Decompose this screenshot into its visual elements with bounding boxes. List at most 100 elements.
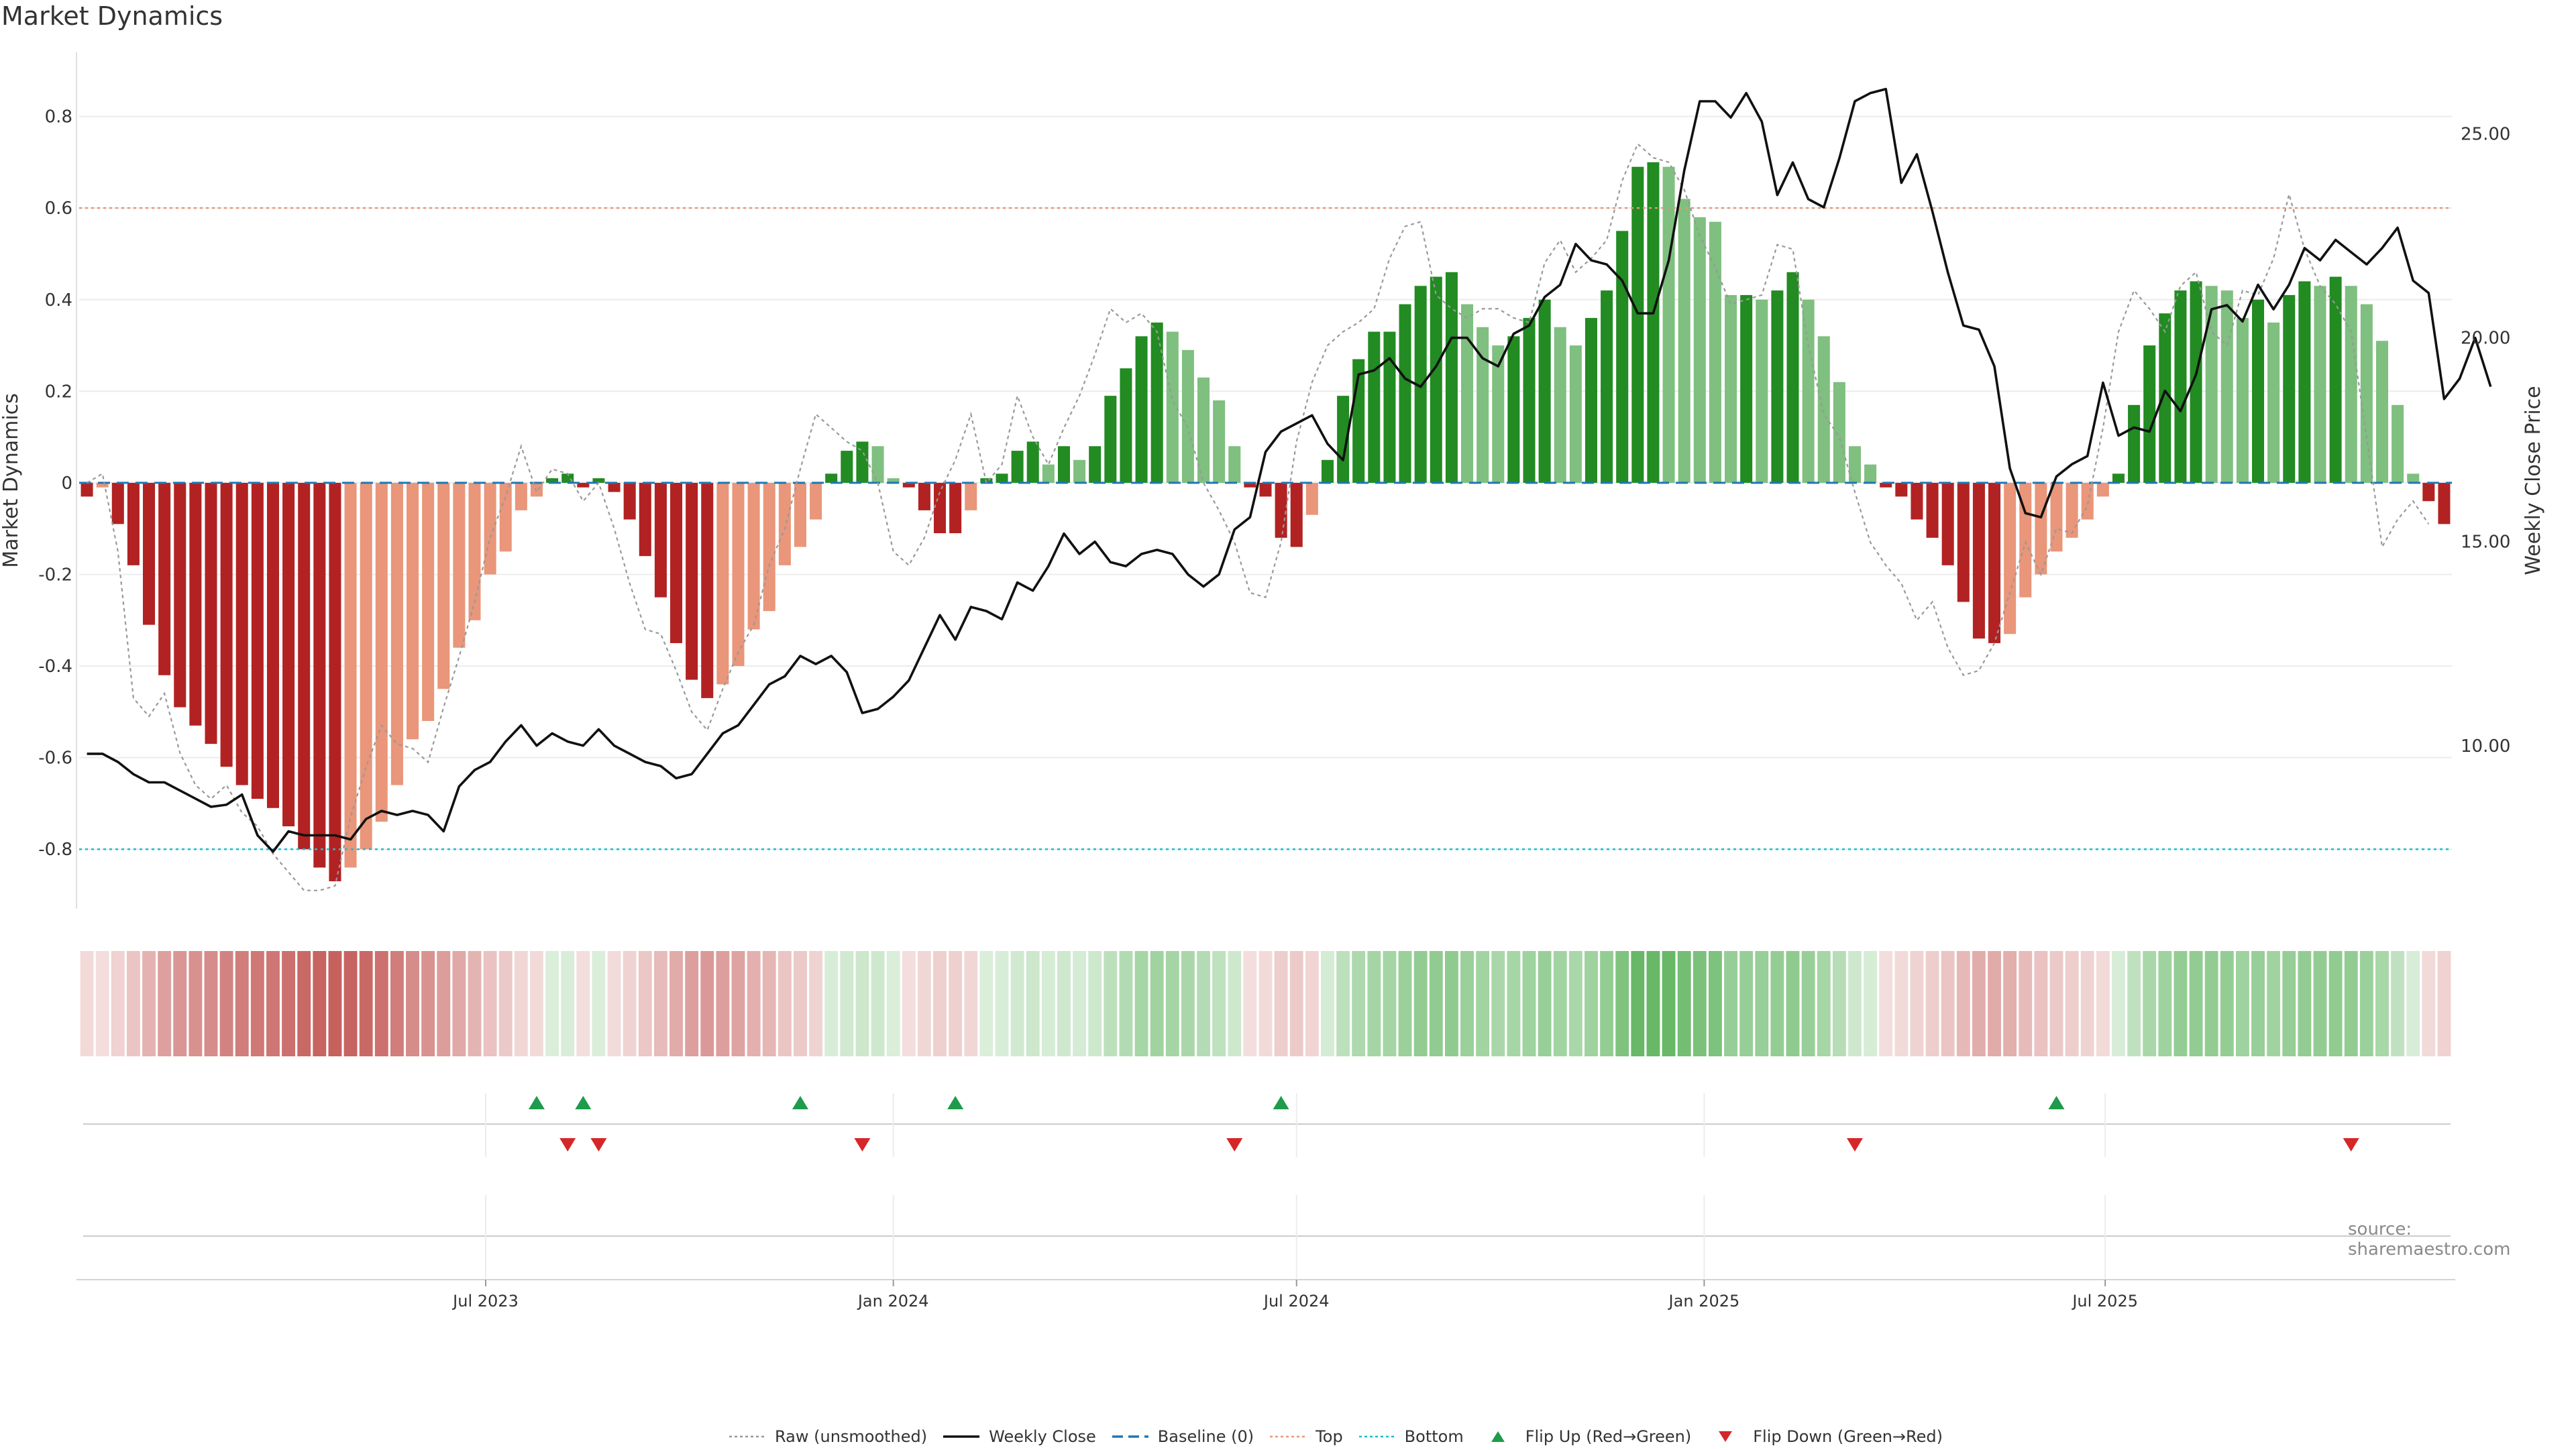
momentum-bar (1569, 345, 1582, 483)
momentum-bar (390, 482, 403, 785)
momentum-bar (360, 482, 372, 850)
heat-cell (1243, 951, 1257, 1056)
heat-cell (1367, 951, 1381, 1056)
heat-cell (1150, 951, 1164, 1056)
heat-cell (1274, 951, 1288, 1056)
y-right-axis-title: Weekly Close Price (2522, 386, 2545, 575)
momentum-bar (111, 482, 124, 524)
heat-cell (1708, 951, 1722, 1056)
momentum-bar (1337, 396, 1350, 483)
momentum-bar (934, 482, 947, 534)
momentum-bar (484, 482, 496, 575)
heat-cell (731, 951, 745, 1056)
momentum-bar (220, 482, 233, 767)
momentum-bar (1383, 331, 1396, 483)
heat-cell (1988, 951, 2001, 1056)
legend-item-flip-up: Flip Up (Red→Green) (1479, 1427, 1691, 1446)
heat-cell (1522, 951, 1536, 1056)
momentum-bar (158, 482, 171, 675)
momentum-bar (2407, 473, 2420, 483)
momentum-bar (251, 482, 264, 799)
momentum-bar (1445, 272, 1458, 483)
heat-cell (1026, 951, 1040, 1056)
momentum-bar (1864, 464, 1877, 483)
heat-cell (452, 951, 466, 1056)
heat-cell (1538, 951, 1552, 1056)
momentum-bar (2159, 313, 2171, 483)
momentum-bar (1461, 304, 1474, 483)
flip-up-marker (792, 1096, 808, 1109)
momentum-bar (1166, 331, 1179, 483)
axes: -0.8 -0.6 -0.4 -0.2 0 0.2 0.4 0.6 0.8 10.00 15.00 2… (0, 52, 2545, 909)
momentum-bar (1601, 290, 1613, 483)
momentum-bar (1073, 459, 1086, 483)
heat-cell (406, 951, 419, 1056)
chart-title: Market Dynamics (1, 1, 223, 31)
heat-cell (1864, 951, 1878, 1056)
momentum-bar (2050, 482, 2063, 552)
momentum-bar (794, 482, 806, 547)
momentum-bar (266, 482, 279, 808)
x-tick-label: Jul 2024 (1263, 1292, 1330, 1310)
momentum-bar (143, 482, 156, 625)
heat-cell (111, 951, 125, 1056)
momentum-bar (592, 478, 605, 483)
heat-cell (2313, 951, 2327, 1056)
heat-cell (328, 951, 342, 1056)
heat-cell (747, 951, 761, 1056)
y-left-axis-title: Market Dynamics (0, 393, 23, 568)
heat-cell (1165, 951, 1179, 1056)
momentum-bar (313, 482, 326, 868)
momentum-bar (1848, 446, 1861, 483)
momentum-bar (2236, 318, 2249, 483)
momentum-bar (499, 482, 512, 552)
heat-cell (219, 951, 233, 1056)
heat-cell (2158, 951, 2172, 1056)
momentum-bar (1941, 482, 1954, 565)
momentum-bar (468, 482, 481, 620)
raw-series-line (87, 142, 2430, 891)
weekly-close-series (87, 87, 2492, 853)
heat-cell (1321, 951, 1334, 1056)
heat-cell (390, 951, 404, 1056)
momentum-bar (1150, 322, 1163, 483)
heat-cell (2375, 951, 2389, 1056)
momentum-bar (80, 482, 93, 497)
momentum-bar (623, 482, 636, 520)
momentum-bar (639, 482, 651, 557)
y-left-tick-label: 0.4 (45, 290, 72, 311)
momentum-bar (1275, 482, 1287, 538)
momentum-bar (407, 482, 419, 740)
heat-cell (2112, 951, 2125, 1056)
heat-cell (1972, 951, 1986, 1056)
legend-item-flip-down: Flip Down (Green→Red) (1706, 1427, 1943, 1446)
momentum-bar (2019, 482, 2032, 598)
heat-cell (1755, 951, 1769, 1056)
heat-cell (158, 951, 172, 1056)
heat-cell (1786, 951, 1800, 1056)
momentum-bar (1430, 276, 1442, 483)
momentum-bar (1833, 382, 1845, 483)
heat-cell (2220, 951, 2234, 1056)
source-note: source: sharemaestro.com (2348, 1219, 2511, 1260)
heat-cell (1041, 951, 1055, 1056)
momentum-bar (2345, 286, 2357, 483)
heat-cell (126, 951, 140, 1056)
heat-cell (1413, 951, 1428, 1056)
legend-item-baseline: Baseline (0) (1111, 1427, 1254, 1446)
momentum-bar (2252, 299, 2265, 483)
y-left-tick-label: 0 (61, 473, 72, 494)
legend-label: Raw (unsmoothed) (775, 1427, 928, 1446)
flip-down-marker (2343, 1138, 2359, 1152)
heat-cell (917, 951, 931, 1056)
heat-cell (1352, 951, 1366, 1056)
lower-panel: Jul 2023 Jan 2024 Jul 2024 Jan 2025 Jul 2025 (76, 1093, 2455, 1310)
legend-label: Weekly Close (989, 1427, 1096, 1446)
heat-cell (2406, 951, 2420, 1056)
momentum-bar (1120, 368, 1132, 483)
heat-cell (483, 951, 497, 1056)
heat-cell (1817, 951, 1831, 1056)
momentum-bar (996, 473, 1008, 483)
flip-up-marker (528, 1096, 545, 1109)
